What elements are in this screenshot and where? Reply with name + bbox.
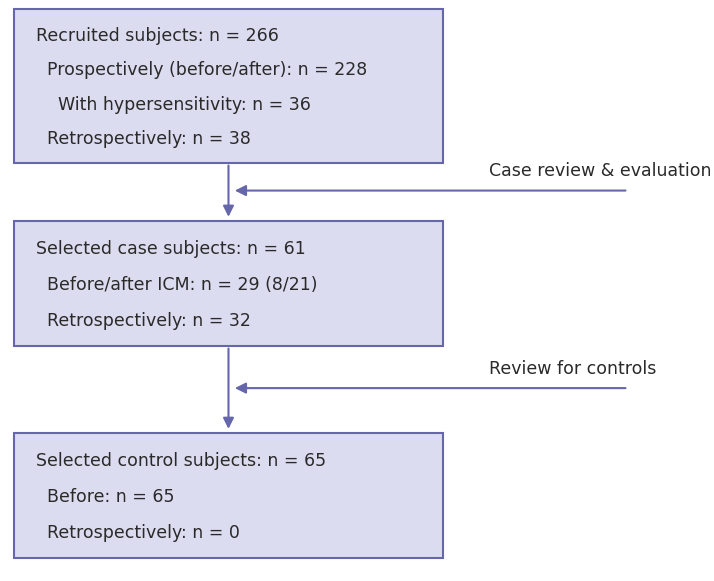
- FancyBboxPatch shape: [14, 221, 443, 346]
- Text: Retrospectively: n = 32: Retrospectively: n = 32: [36, 312, 251, 330]
- Text: With hypersensitivity: n = 36: With hypersensitivity: n = 36: [36, 95, 311, 113]
- Text: Retrospectively: n = 0: Retrospectively: n = 0: [36, 524, 240, 542]
- Text: Retrospectively: n = 38: Retrospectively: n = 38: [36, 130, 251, 148]
- Text: Before: n = 65: Before: n = 65: [36, 488, 174, 506]
- Text: Recruited subjects: n = 266: Recruited subjects: n = 266: [36, 27, 278, 45]
- Text: Review for controls: Review for controls: [489, 360, 656, 378]
- Text: Prospectively (before/after): n = 228: Prospectively (before/after): n = 228: [36, 62, 367, 80]
- Text: Selected case subjects: n = 61: Selected case subjects: n = 61: [36, 240, 306, 258]
- Text: Selected control subjects: n = 65: Selected control subjects: n = 65: [36, 452, 326, 470]
- Text: Case review & evaluation: Case review & evaluation: [489, 162, 712, 180]
- FancyBboxPatch shape: [14, 433, 443, 558]
- FancyBboxPatch shape: [14, 9, 443, 163]
- Text: Before/after ICM: n = 29 (8/21): Before/after ICM: n = 29 (8/21): [36, 276, 317, 294]
